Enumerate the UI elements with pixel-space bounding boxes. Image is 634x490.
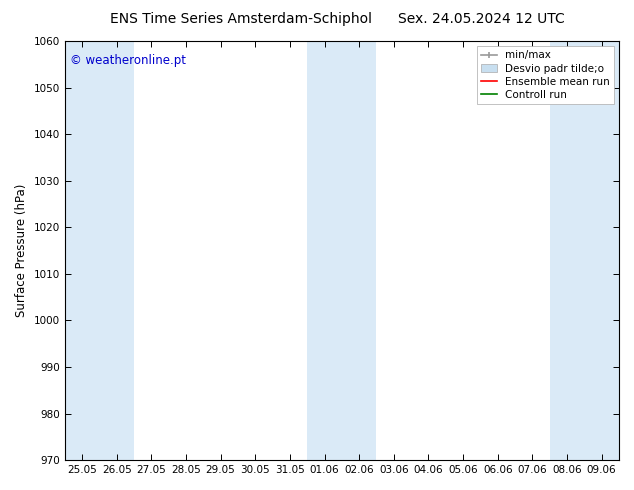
Legend: min/max, Desvio padr tilde;o, Ensemble mean run, Controll run: min/max, Desvio padr tilde;o, Ensemble m… [477,46,614,104]
Text: ENS Time Series Amsterdam-Schiphol: ENS Time Series Amsterdam-Schiphol [110,12,372,26]
Y-axis label: Surface Pressure (hPa): Surface Pressure (hPa) [15,184,28,318]
Bar [307,41,377,460]
Text: Sex. 24.05.2024 12 UTC: Sex. 24.05.2024 12 UTC [398,12,566,26]
Text: © weatheronline.pt: © weatheronline.pt [70,53,186,67]
Bar [65,41,134,460]
Bar [550,41,619,460]
